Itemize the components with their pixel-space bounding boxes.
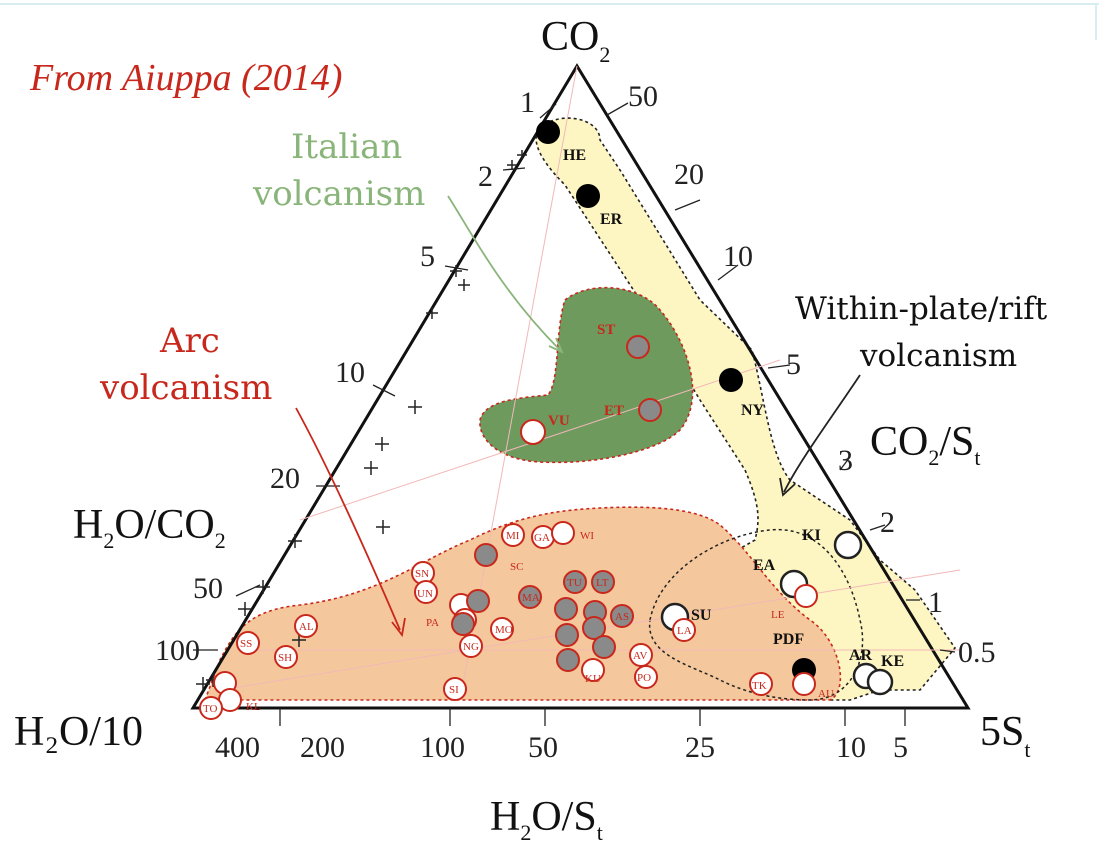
point-label: PA xyxy=(426,617,439,629)
axis-bottom-title: H2O/St xyxy=(490,794,603,845)
left-tick-label: 2 xyxy=(478,160,493,193)
ternary-triangle xyxy=(190,63,971,710)
rift-open-markers xyxy=(660,530,894,696)
point-label: AL xyxy=(299,621,314,633)
point-label: KI xyxy=(802,527,821,544)
arc-gray-markers xyxy=(451,543,634,672)
rift-label-2: volcanism xyxy=(859,338,1017,374)
point-label: NY xyxy=(741,402,765,419)
apex-left-label: H₂O/10 xyxy=(14,709,143,755)
axis-left-title: H2O/CO2 xyxy=(73,502,226,553)
point-label: ET xyxy=(604,403,624,419)
point-label: SI xyxy=(449,684,459,696)
point-label: AS xyxy=(615,611,629,623)
italian-label-1: Italian xyxy=(291,127,402,167)
left-tick-label: 100 xyxy=(155,634,200,667)
right-tick-label: 2 xyxy=(880,506,895,539)
italian-arrow xyxy=(447,195,564,354)
left-tick-label: 5 xyxy=(420,240,435,273)
point-label: WI xyxy=(580,530,594,542)
arc-open-markers xyxy=(199,521,658,720)
right-tick-marks xyxy=(606,102,956,653)
arc-label-1: Arc xyxy=(159,321,220,361)
rift-label-1: Within-plate/rift xyxy=(795,291,1048,327)
point-label: SS xyxy=(240,638,252,650)
point-label: LT xyxy=(596,577,609,589)
point-label: UN xyxy=(417,588,433,600)
point-label: SC xyxy=(510,561,523,573)
left-tick-label: 10 xyxy=(335,356,365,389)
apex-top-label: CO2 xyxy=(541,14,610,67)
point-label: LE xyxy=(771,609,785,621)
point-label: LA xyxy=(677,625,692,637)
right-tick-label: 10 xyxy=(723,240,753,273)
point-label: HE xyxy=(563,147,586,164)
bottom-tick-label: 200 xyxy=(300,731,345,764)
right-tick-label: 50 xyxy=(628,80,658,113)
point-label: VU xyxy=(548,413,570,429)
point-label: KL xyxy=(246,701,261,713)
black-markers xyxy=(536,120,816,682)
rift-red-markers xyxy=(672,584,818,696)
rift-arrow xyxy=(779,374,861,497)
point-label: AR xyxy=(849,647,873,664)
left-tick-label: 50 xyxy=(193,572,223,605)
point-label: GA xyxy=(534,532,550,544)
point-label: TU xyxy=(567,577,582,589)
right-tick-label: 20 xyxy=(674,158,704,191)
left-tick-label: 20 xyxy=(270,462,300,495)
left-tick-label: 1 xyxy=(520,86,535,119)
axis-right-title: CO2/St xyxy=(870,419,981,470)
bottom-tick-label: 100 xyxy=(420,731,465,764)
point-label: TO xyxy=(203,703,218,715)
point-label: NG xyxy=(463,641,479,653)
point-label: KU xyxy=(585,673,601,685)
bottom-tick-label: 50 xyxy=(528,731,558,764)
point-label: ST xyxy=(597,322,615,338)
point-label: SH xyxy=(278,652,292,664)
point-label: SN xyxy=(415,568,429,580)
bottom-tick-label: 400 xyxy=(215,731,260,764)
credit-text: From Aiuppa (2014) xyxy=(29,57,342,99)
italian-label-2: volcanism xyxy=(252,174,425,214)
right-tick-label: 3 xyxy=(838,444,853,477)
bottom-tick-label: 5 xyxy=(893,731,908,764)
italian-region xyxy=(479,286,694,464)
point-label: MA xyxy=(522,592,540,604)
point-label: TK xyxy=(752,680,767,692)
bottom-tick-label: 10 xyxy=(836,731,866,764)
apex-right-label: 5St xyxy=(980,709,1030,762)
right-tick-label: 1 xyxy=(928,586,943,619)
point-label: PO xyxy=(637,672,651,684)
point-label: MO xyxy=(495,624,513,636)
point-label: PDF xyxy=(773,631,804,648)
right-tick-label: 5 xyxy=(786,348,801,381)
point-label: KE xyxy=(881,653,904,670)
right-tick-label: 0.5 xyxy=(958,636,996,669)
rift-subregion xyxy=(649,528,864,701)
point-label: SU xyxy=(691,607,712,624)
bottom-tick-label: 25 xyxy=(685,731,715,764)
point-label: ER xyxy=(600,211,623,228)
point-label: AV xyxy=(633,650,648,662)
bottom-tick-marks xyxy=(279,708,906,726)
arc-label-2: volcanism xyxy=(99,368,272,408)
arc-arrow xyxy=(295,407,406,638)
point-label: EA xyxy=(753,557,776,574)
italian-markers xyxy=(520,335,662,445)
point-label: MI xyxy=(506,530,520,542)
point-label: AU xyxy=(818,688,834,700)
